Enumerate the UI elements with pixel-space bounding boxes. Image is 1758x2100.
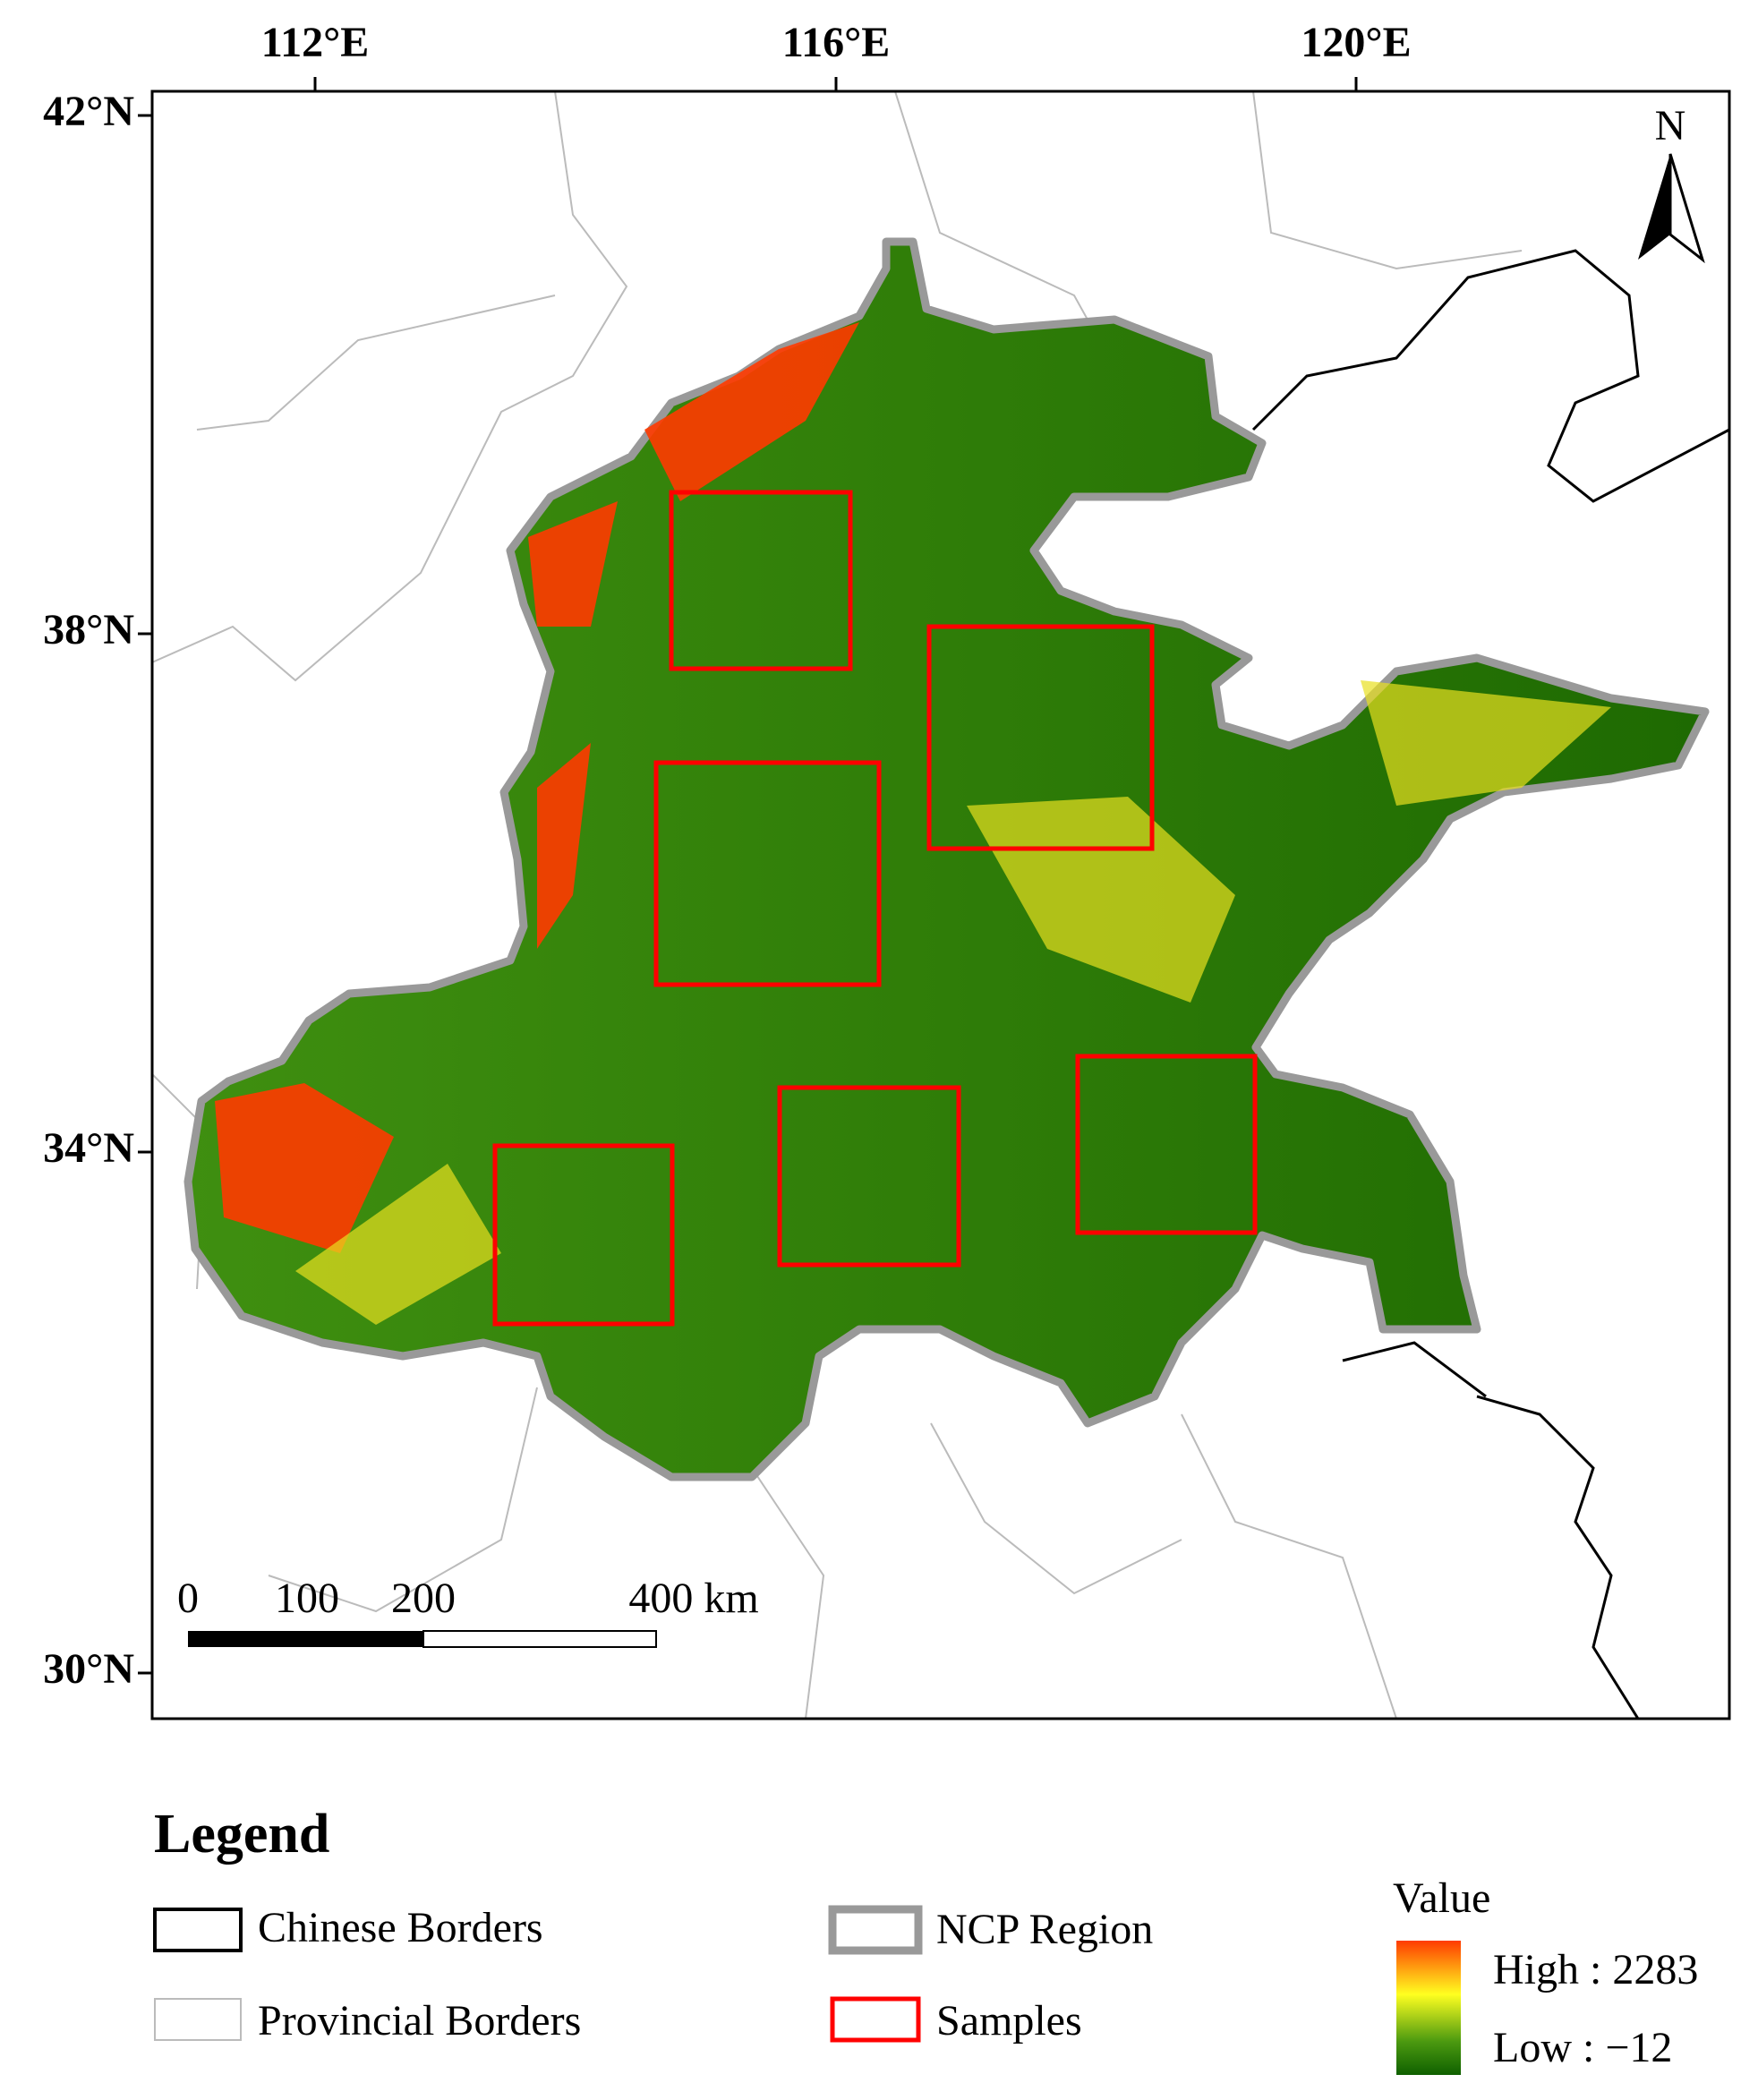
ramp-title: Value — [1393, 1874, 1490, 1922]
legend-item: Samples — [936, 1997, 1082, 2045]
scale-label: 400 km — [628, 1575, 758, 1622]
north-label: N — [1655, 102, 1686, 149]
lon-tick-label: 112°E — [261, 19, 370, 66]
lat-tick-label: 42°N — [43, 88, 134, 135]
scale-label: 0 — [177, 1575, 199, 1622]
chinese-borders — [1251, 249, 1729, 1719]
legend-item: Chinese Borders — [258, 1904, 543, 1951]
legend-item: NCP Region — [936, 1906, 1153, 1953]
ramp-low: Low : −12 — [1493, 2024, 1672, 2071]
scale-label: 100 — [275, 1575, 339, 1622]
legend-symbols — [153, 1905, 1461, 2075]
north-arrow — [1638, 153, 1705, 264]
samples — [492, 490, 1258, 1327]
lat-tick-label: 30°N — [43, 1645, 134, 1693]
scale-label: 200 — [391, 1575, 456, 1622]
lon-tick-label: 116°E — [782, 19, 891, 66]
ramp-high: High : 2283 — [1493, 1946, 1698, 1993]
map-body — [152, 91, 1729, 1719]
lon-tick-label: 120°E — [1301, 19, 1411, 66]
lat-tick-label: 38°N — [43, 606, 134, 653]
lat-tick-label: 34°N — [43, 1124, 134, 1172]
map-frame — [150, 90, 1731, 1720]
legend-title: Legend — [154, 1804, 329, 1865]
high-elevation — [215, 322, 859, 1253]
scale-bar — [188, 1630, 657, 1648]
legend-item: Provincial Borders — [258, 1997, 581, 2045]
